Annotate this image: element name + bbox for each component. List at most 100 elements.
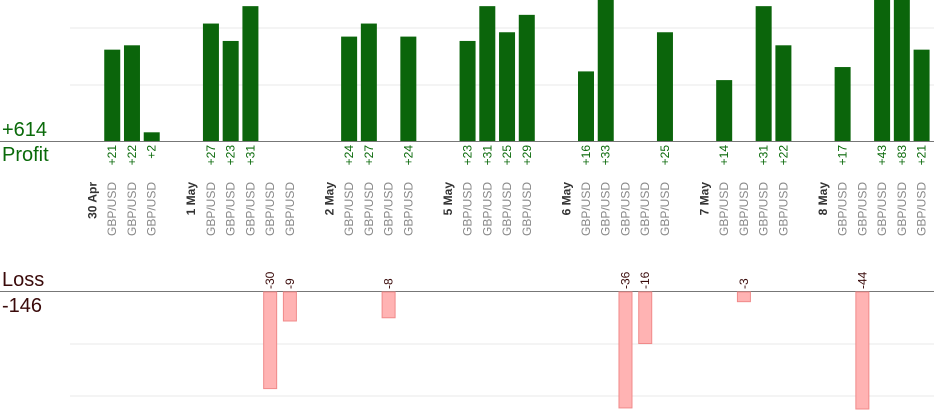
- category-label: GBP/USD: [145, 182, 159, 236]
- profit-bar: [202, 23, 219, 141]
- loss-bar: [736, 291, 751, 303]
- profit-total: +614: [2, 119, 48, 141]
- profit-bar: [834, 67, 851, 141]
- profit-bar: [143, 132, 160, 141]
- category-label: GBP/USD: [895, 182, 909, 236]
- loss-value-label: -8: [382, 278, 396, 289]
- loss-bar: [263, 291, 278, 390]
- loss-value-label: -3: [737, 278, 751, 289]
- loss-bar: [282, 291, 297, 322]
- profit-value-label: +17: [836, 145, 850, 166]
- profit-bar: [893, 0, 910, 141]
- profit-value-label: +21: [105, 145, 119, 166]
- profit-value-label: +2: [145, 145, 159, 159]
- category-label: GBP/USD: [224, 182, 238, 236]
- category-label: GBP/USD: [717, 182, 731, 236]
- profit-value-label: +22: [125, 145, 139, 166]
- profit-bar: [656, 32, 673, 141]
- profit-bar: [755, 6, 772, 142]
- profit-bar: [459, 40, 476, 142]
- profit-bar: [360, 23, 377, 141]
- profit-value-label: +43: [875, 145, 889, 166]
- date-label: 1 May: [184, 182, 198, 216]
- loss-value-label: -44: [855, 271, 869, 289]
- category-label: GBP/USD: [737, 182, 751, 236]
- profit-bar: [242, 6, 259, 142]
- category-label: GBP/USD: [757, 182, 771, 236]
- profit-bar: [913, 49, 930, 141]
- profit-bar: [123, 45, 140, 141]
- loss-value-label: -16: [638, 271, 652, 289]
- profit-value-label: +25: [500, 145, 514, 166]
- category-label: GBP/USD: [638, 182, 652, 236]
- profit-bar: [518, 14, 535, 142]
- date-label: 5 May: [441, 182, 455, 216]
- profit-value-label: +31: [243, 145, 257, 166]
- category-label: GBP/USD: [461, 182, 475, 236]
- profit-value-label: +33: [599, 145, 613, 166]
- date-label: 7 May: [697, 182, 711, 216]
- profit-value-label: +16: [579, 145, 593, 166]
- category-label: GBP/USD: [362, 182, 376, 236]
- profit-bar: [479, 6, 496, 142]
- category-label: GBP/USD: [776, 182, 790, 236]
- category-label: GBP/USD: [243, 182, 257, 236]
- date-label: 8 May: [816, 182, 830, 216]
- loss-bar: [618, 291, 633, 409]
- category-label: GBP/USD: [836, 182, 850, 236]
- profit-value-label: +27: [362, 145, 376, 166]
- category-label: GBP/USD: [125, 182, 139, 236]
- profit-bar: [341, 36, 358, 141]
- category-label: GBP/USD: [618, 182, 632, 236]
- loss-value-label: -36: [618, 271, 632, 289]
- category-label: GBP/USD: [283, 182, 297, 236]
- loss-bar: [855, 291, 870, 410]
- profit-value-label: +14: [717, 145, 731, 166]
- profit-bar: [597, 0, 614, 141]
- profit-value-label: +83: [895, 145, 909, 166]
- loss-bar: [638, 291, 653, 345]
- profit-value-label: +29: [520, 145, 534, 166]
- category-label: GBP/USD: [579, 182, 593, 236]
- category-label: GBP/USD: [520, 182, 534, 236]
- profit-value-label: +25: [658, 145, 672, 166]
- category-label: GBP/USD: [915, 182, 929, 236]
- profit-value-label: +27: [204, 145, 218, 166]
- profit-bar: [104, 49, 121, 141]
- date-label: 2 May: [322, 182, 336, 216]
- profit-bar: [775, 45, 792, 141]
- category-label: GBP/USD: [658, 182, 672, 236]
- profit-bar: [222, 40, 239, 142]
- loss-total: -146: [2, 295, 43, 317]
- profit-label: Profit: [2, 144, 49, 166]
- category-label: GBP/USD: [599, 182, 613, 236]
- category-label: GBP/USD: [342, 182, 356, 236]
- loss-value-label: -9: [283, 278, 297, 289]
- category-label: GBP/USD: [500, 182, 514, 236]
- profit-value-label: +31: [480, 145, 494, 166]
- profit-bar: [578, 71, 594, 141]
- profit-value-label: +23: [224, 145, 238, 166]
- profit-value-label: +22: [776, 145, 790, 166]
- category-label: GBP/USD: [875, 182, 889, 236]
- profit-bar: [716, 80, 733, 141]
- profit-value-label: +23: [461, 145, 475, 166]
- category-label: GBP/USD: [105, 182, 119, 236]
- category-label: GBP/USD: [204, 182, 218, 236]
- profit-bar: [499, 32, 516, 141]
- profit-bar: [874, 0, 891, 141]
- loss-label: Loss: [2, 269, 45, 291]
- category-label: GBP/USD: [855, 182, 869, 236]
- category-label: GBP/USD: [382, 182, 396, 236]
- loss-bar: [381, 291, 396, 319]
- category-label: GBP/USD: [401, 182, 415, 236]
- profit-bar: [400, 36, 417, 141]
- loss-value-label: -30: [263, 271, 277, 289]
- profit-value-label: +21: [915, 145, 929, 166]
- category-label: GBP/USD: [263, 182, 277, 236]
- date-label: 30 Apr: [86, 182, 100, 219]
- category-label: GBP/USD: [480, 182, 494, 236]
- profit-value-label: +24: [342, 145, 356, 166]
- date-label: 6 May: [559, 182, 573, 216]
